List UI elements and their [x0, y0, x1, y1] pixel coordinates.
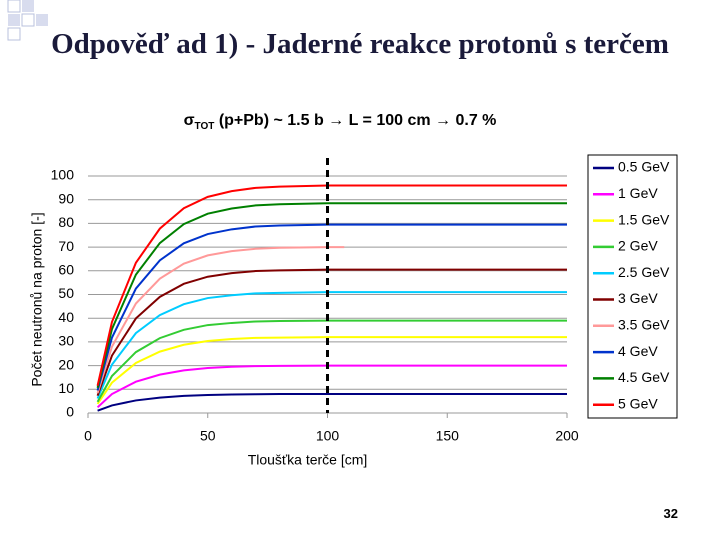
- x-tick-label: 150: [436, 428, 460, 444]
- legend-label: 4 GeV: [618, 343, 658, 359]
- decoration: [7, 27, 21, 41]
- legend-label: 1.5 GeV: [618, 211, 670, 227]
- y-tick-label: 10: [58, 380, 74, 396]
- series-line: [96, 268, 567, 397]
- series-line: [96, 364, 567, 409]
- legend-label: 4.5 GeV: [618, 369, 670, 385]
- decoration: [8, 14, 20, 26]
- legend-label: 5 GeV: [618, 395, 658, 411]
- y-tick-label: 60: [58, 262, 74, 278]
- y-tick-label: 30: [58, 333, 74, 349]
- y-tick-label: 50: [58, 285, 74, 301]
- legend-label: 1 GeV: [618, 185, 658, 201]
- y-tick-label: 80: [58, 214, 74, 230]
- series-line: [96, 223, 567, 391]
- y-tick-label: 40: [58, 309, 74, 325]
- series-line: [97, 393, 567, 412]
- series-line: [96, 336, 567, 405]
- decoration: [7, 0, 21, 13]
- series-line: [96, 246, 345, 394]
- legend-label: 2 GeV: [618, 238, 658, 254]
- x-tick-label: 200: [555, 428, 579, 444]
- series-line: [96, 184, 567, 386]
- x-tick-label: 50: [200, 428, 216, 444]
- series-line: [96, 291, 567, 399]
- slide-title: Odpověď ad 1) - Jaderné reakce protonů s…: [51, 28, 669, 60]
- y-tick-label: 20: [58, 356, 74, 372]
- series-line: [96, 319, 567, 403]
- legend-label: 3.5 GeV: [618, 317, 670, 333]
- legend-box: [587, 154, 678, 419]
- decoration: [21, 13, 35, 27]
- legend-label: 3 GeV: [618, 290, 658, 306]
- x-tick-label: 0: [84, 428, 92, 444]
- subtitle-symbol: σ: [183, 112, 195, 129]
- y-tick-label: 70: [58, 238, 74, 254]
- series-line: [96, 202, 567, 389]
- subtitle: σTOT (p+Pb) ~ 1.5 b → L = 100 cm → 0.7 %: [0, 112, 680, 132]
- decoration: [36, 14, 48, 26]
- x-axis-label: Tloušťka terče [cm]: [248, 452, 368, 468]
- y-tick-label: 0: [66, 404, 74, 420]
- legend-label: 2.5 GeV: [618, 264, 670, 280]
- subtitle-subscript: TOT: [194, 121, 215, 133]
- x-tick-label: 100: [316, 428, 340, 444]
- y-tick-label: 90: [58, 190, 74, 206]
- subtitle-text: (p+Pb) ~ 1.5 b → L = 100 cm → 0.7 %: [218, 112, 497, 129]
- legend-label: 0.5 GeV: [618, 159, 670, 175]
- y-axis-label: Počet neutronů na proton [-]: [29, 212, 45, 386]
- decoration: [22, 0, 34, 12]
- y-tick-label: 100: [51, 167, 75, 183]
- page-number: 32: [663, 506, 678, 521]
